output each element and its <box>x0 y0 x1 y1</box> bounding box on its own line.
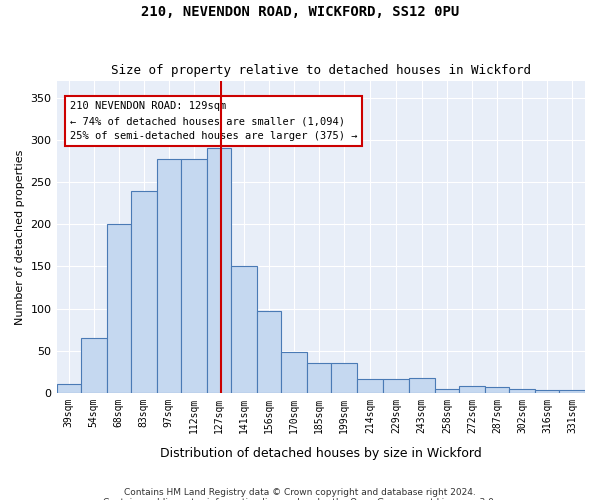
X-axis label: Distribution of detached houses by size in Wickford: Distribution of detached houses by size … <box>160 447 482 460</box>
Bar <box>509 389 535 393</box>
Bar <box>231 266 257 393</box>
Bar <box>257 311 281 393</box>
Bar <box>357 378 383 393</box>
Bar <box>181 158 207 393</box>
Text: 210 NEVENDON ROAD: 129sqm
← 74% of detached houses are smaller (1,094)
25% of se: 210 NEVENDON ROAD: 129sqm ← 74% of detac… <box>70 101 357 141</box>
Bar <box>281 352 307 393</box>
Bar <box>157 158 181 393</box>
Bar <box>559 390 585 393</box>
Bar <box>307 362 331 393</box>
Bar <box>535 390 559 393</box>
Text: Contains public sector information licensed under the Open Government Licence v3: Contains public sector information licen… <box>103 498 497 500</box>
Text: 210, NEVENDON ROAD, WICKFORD, SS12 0PU: 210, NEVENDON ROAD, WICKFORD, SS12 0PU <box>141 5 459 19</box>
Bar <box>383 378 409 393</box>
Bar <box>459 386 485 393</box>
Bar <box>207 148 231 393</box>
Bar <box>409 378 435 393</box>
Bar <box>107 224 131 393</box>
Bar <box>331 362 357 393</box>
Y-axis label: Number of detached properties: Number of detached properties <box>15 150 25 324</box>
Bar <box>131 190 157 393</box>
Bar <box>435 389 459 393</box>
Bar <box>56 384 81 393</box>
Text: Contains HM Land Registry data © Crown copyright and database right 2024.: Contains HM Land Registry data © Crown c… <box>124 488 476 497</box>
Bar <box>485 387 509 393</box>
Title: Size of property relative to detached houses in Wickford: Size of property relative to detached ho… <box>111 64 531 77</box>
Bar <box>81 338 107 393</box>
